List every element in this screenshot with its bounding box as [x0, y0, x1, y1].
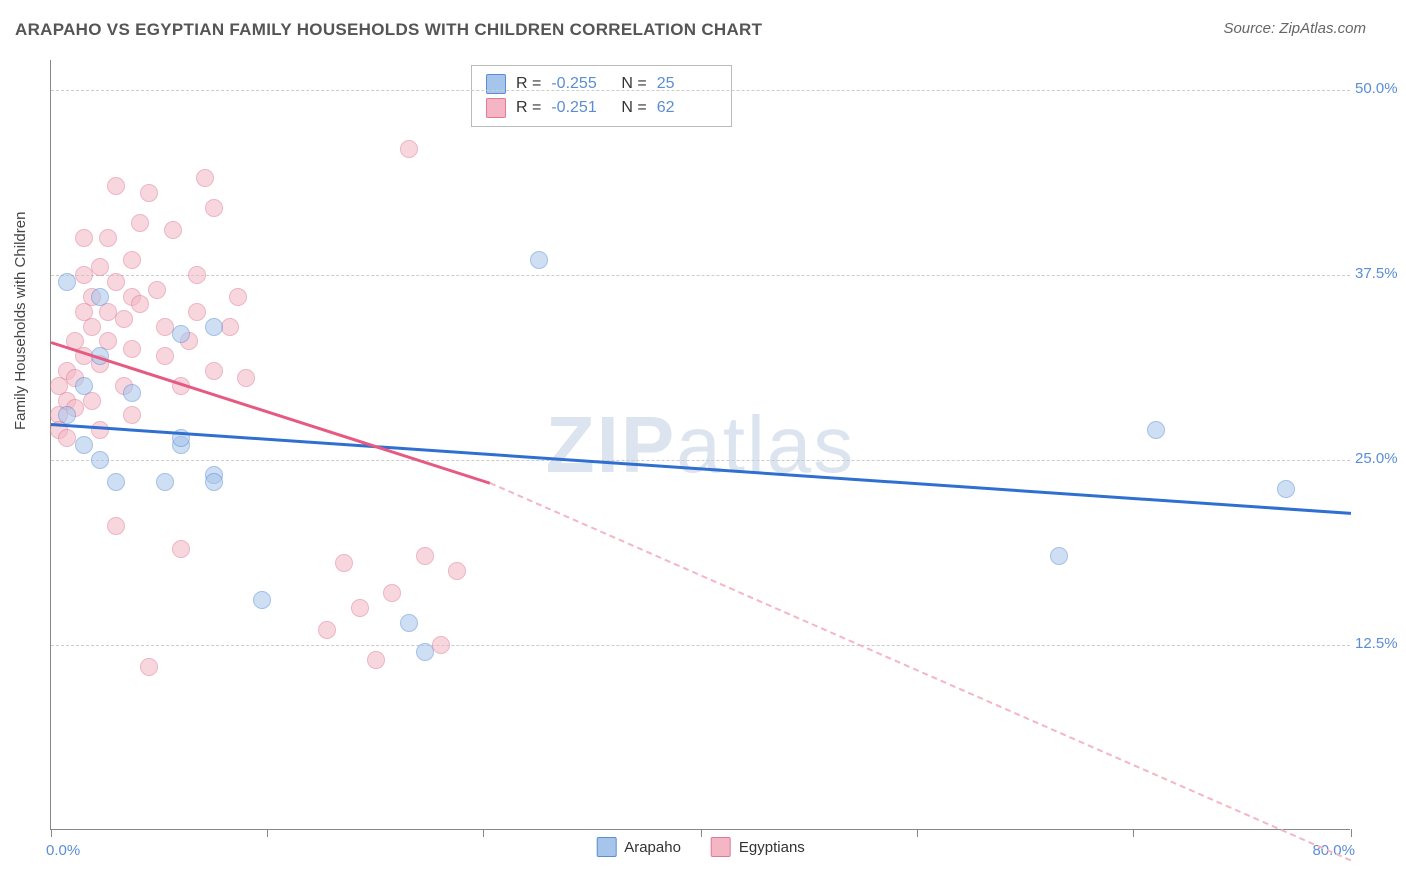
- data-point: [140, 184, 158, 202]
- data-point: [196, 169, 214, 187]
- data-point: [367, 651, 385, 669]
- data-point: [335, 554, 353, 572]
- r-value-egyptians: -0.251: [551, 96, 611, 120]
- data-point: [318, 621, 336, 639]
- chart-title: ARAPAHO VS EGYPTIAN FAMILY HOUSEHOLDS WI…: [15, 20, 762, 40]
- gridline: [51, 275, 1350, 276]
- data-point: [1050, 547, 1068, 565]
- data-point: [91, 288, 109, 306]
- data-point: [416, 643, 434, 661]
- swatch-egyptians-icon: [711, 837, 731, 857]
- legend-item-arapaho: Arapaho: [596, 837, 681, 857]
- x-tick: [701, 829, 702, 837]
- data-point: [448, 562, 466, 580]
- data-point: [205, 362, 223, 380]
- data-point: [432, 636, 450, 654]
- swatch-arapaho: [486, 74, 506, 94]
- data-point: [91, 421, 109, 439]
- data-point: [75, 229, 93, 247]
- x-tick-label: 0.0%: [46, 842, 80, 859]
- data-point: [75, 266, 93, 284]
- legend-bottom: Arapaho Egyptians: [596, 837, 805, 857]
- data-point: [131, 214, 149, 232]
- data-point: [91, 451, 109, 469]
- data-point: [205, 199, 223, 217]
- y-tick-label: 25.0%: [1355, 450, 1406, 467]
- data-point: [75, 377, 93, 395]
- data-point: [221, 318, 239, 336]
- source-label: Source: ZipAtlas.com: [1223, 20, 1366, 37]
- data-point: [172, 325, 190, 343]
- r-value-arapaho: -0.255: [551, 72, 611, 96]
- chart-plot-area: ZIPatlas R = -0.255 N = 25 R = -0.251 N …: [50, 60, 1350, 830]
- data-point: [205, 473, 223, 491]
- legend-stats-row-egyptians: R = -0.251 N = 62: [486, 96, 717, 120]
- data-point: [156, 347, 174, 365]
- data-point: [172, 540, 190, 558]
- data-point: [99, 229, 117, 247]
- data-point: [351, 599, 369, 617]
- data-point: [75, 436, 93, 454]
- data-point: [188, 266, 206, 284]
- x-tick: [1133, 829, 1134, 837]
- swatch-egyptians: [486, 98, 506, 118]
- y-tick-label: 37.5%: [1355, 265, 1406, 282]
- data-point: [140, 658, 158, 676]
- trend-line: [51, 341, 491, 485]
- gridline: [51, 460, 1350, 461]
- y-axis-label: Family Households with Children: [12, 212, 29, 430]
- data-point: [107, 517, 125, 535]
- legend-stats-box: R = -0.255 N = 25 R = -0.251 N = 62: [471, 65, 732, 127]
- data-point: [123, 340, 141, 358]
- data-point: [188, 303, 206, 321]
- data-point: [148, 281, 166, 299]
- data-point: [205, 318, 223, 336]
- data-point: [400, 140, 418, 158]
- data-point: [253, 591, 271, 609]
- data-point: [115, 310, 133, 328]
- gridline: [51, 90, 1350, 91]
- data-point: [156, 473, 174, 491]
- n-value-arapaho: 25: [657, 72, 717, 96]
- data-point: [58, 406, 76, 424]
- legend-item-egyptians: Egyptians: [711, 837, 805, 857]
- x-tick: [51, 829, 52, 837]
- data-point: [58, 273, 76, 291]
- data-point: [91, 258, 109, 276]
- data-point: [1147, 421, 1165, 439]
- legend-stats-row-arapaho: R = -0.255 N = 25: [486, 72, 717, 96]
- n-value-egyptians: 62: [657, 96, 717, 120]
- data-point: [530, 251, 548, 269]
- data-point: [229, 288, 247, 306]
- data-point: [83, 318, 101, 336]
- data-point: [131, 295, 149, 313]
- swatch-arapaho-icon: [596, 837, 616, 857]
- data-point: [237, 369, 255, 387]
- data-point: [123, 251, 141, 269]
- x-tick: [267, 829, 268, 837]
- legend-label-arapaho: Arapaho: [624, 839, 681, 856]
- data-point: [107, 273, 125, 291]
- data-point: [1277, 480, 1295, 498]
- y-tick-label: 50.0%: [1355, 80, 1406, 97]
- data-point: [107, 177, 125, 195]
- data-point: [400, 614, 418, 632]
- legend-label-egyptians: Egyptians: [739, 839, 805, 856]
- x-tick: [483, 829, 484, 837]
- gridline: [51, 645, 1350, 646]
- data-point: [416, 547, 434, 565]
- y-tick-label: 12.5%: [1355, 635, 1406, 652]
- data-point: [164, 221, 182, 239]
- x-tick: [1351, 829, 1352, 837]
- x-tick: [917, 829, 918, 837]
- data-point: [107, 473, 125, 491]
- data-point: [123, 406, 141, 424]
- data-point: [123, 384, 141, 402]
- data-point: [383, 584, 401, 602]
- trend-line: [489, 482, 1351, 861]
